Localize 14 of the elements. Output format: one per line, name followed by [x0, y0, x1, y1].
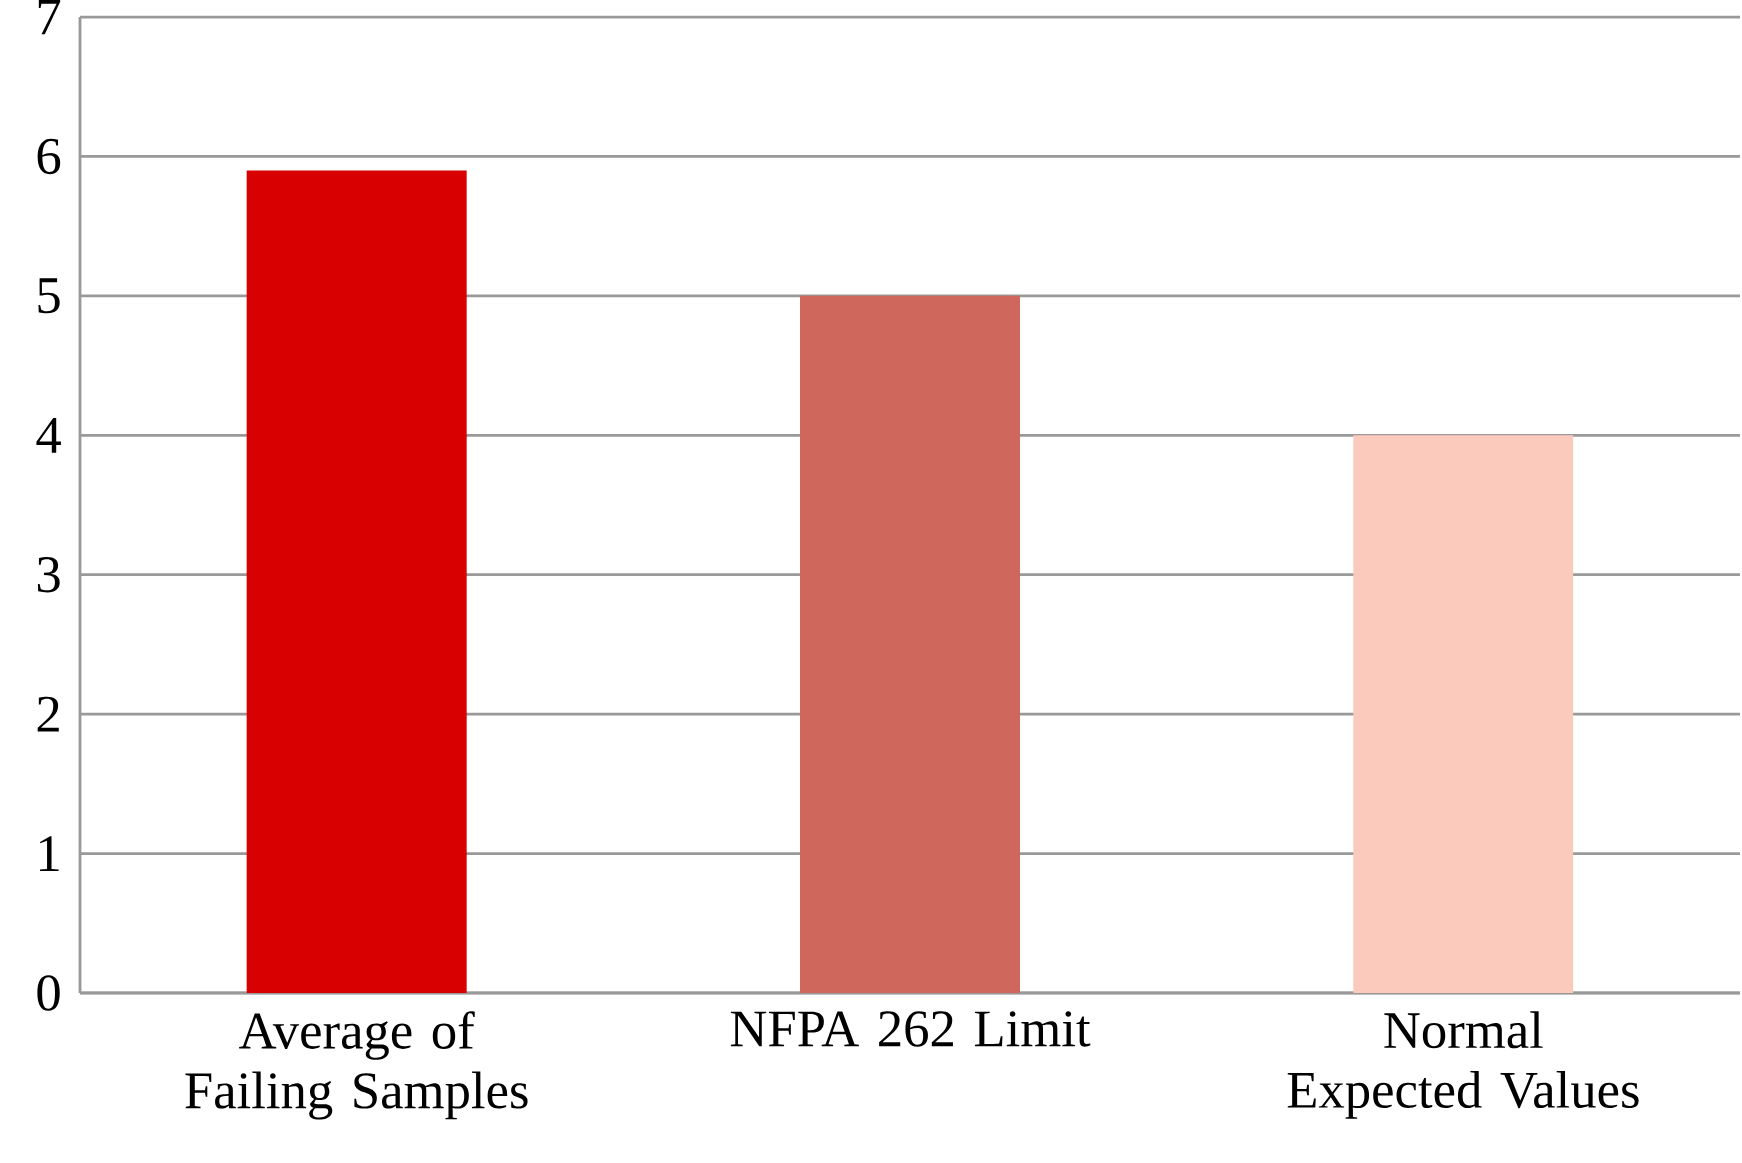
x-tick-label: Normal Expected Values: [1287, 1011, 1639, 1119]
bar: [1353, 435, 1574, 993]
y-tick-label: 6: [37, 138, 61, 175]
bar: [800, 295, 1020, 993]
y-tick-label: 7: [38, 0, 61, 35]
y-tick-label: 1: [40, 836, 59, 871]
bar: [246, 170, 467, 993]
y-tick-label: 4: [36, 417, 61, 453]
y-tick-label: 5: [38, 278, 60, 314]
y-tick-label: 2: [37, 696, 59, 732]
y-tick-label: 3: [37, 557, 60, 593]
x-tick-label: NFPA 262 Limit: [730, 1011, 1091, 1047]
y-tick-label: 0: [37, 975, 60, 1011]
x-tick-label: Average of Failing Samples: [185, 1011, 528, 1120]
